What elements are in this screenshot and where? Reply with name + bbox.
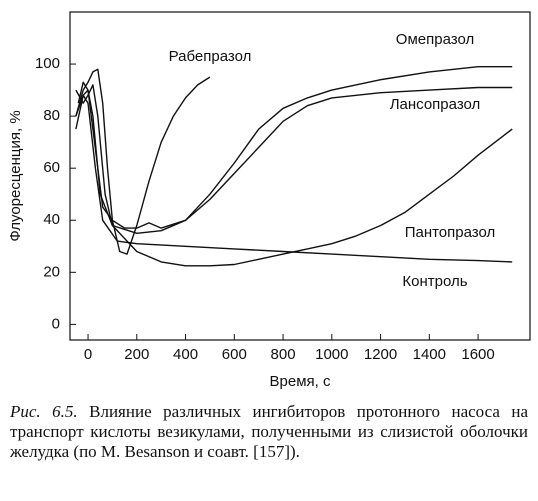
- series-label: Контроль: [402, 273, 467, 290]
- series-label: Лансопразол: [390, 96, 481, 113]
- x-tick-label: 400: [173, 346, 198, 363]
- series-label: Омепразол: [396, 31, 474, 48]
- x-tick-label: 1600: [461, 346, 494, 363]
- x-axis-label: Время, с: [270, 373, 331, 390]
- x-tick-label: 1000: [315, 346, 348, 363]
- series-line: [77, 81, 513, 229]
- series-line: [75, 94, 513, 263]
- y-tick-label: 40: [43, 211, 60, 228]
- x-tick-label: 1400: [413, 346, 446, 363]
- y-axis-label: Флуоресценция, %: [7, 110, 24, 241]
- caption-text: Влияние различных ингибиторов протонного…: [10, 402, 529, 461]
- y-tick-label: 20: [43, 263, 60, 280]
- series-line: [75, 68, 211, 255]
- series-label: Пантопразол: [405, 224, 496, 241]
- caption-label: Рис. 6.5.: [10, 402, 78, 421]
- x-tick-label: 1200: [364, 346, 397, 363]
- x-tick-label: 200: [124, 346, 149, 363]
- series-line: [75, 84, 513, 267]
- caption: Рис. 6.5. Влияние различных ингибиторов …: [10, 402, 528, 462]
- series-label: Рабепразол: [169, 48, 252, 65]
- x-tick-label: 600: [222, 346, 247, 363]
- y-tick-label: 100: [35, 55, 60, 72]
- x-tick-label: 0: [84, 346, 92, 363]
- y-tick-label: 80: [43, 107, 60, 124]
- plot-frame: [69, 11, 531, 341]
- y-tick-label: 60: [43, 159, 60, 176]
- series-line: [75, 66, 513, 234]
- x-tick-label: 800: [271, 346, 296, 363]
- y-tick-label: 0: [52, 315, 60, 332]
